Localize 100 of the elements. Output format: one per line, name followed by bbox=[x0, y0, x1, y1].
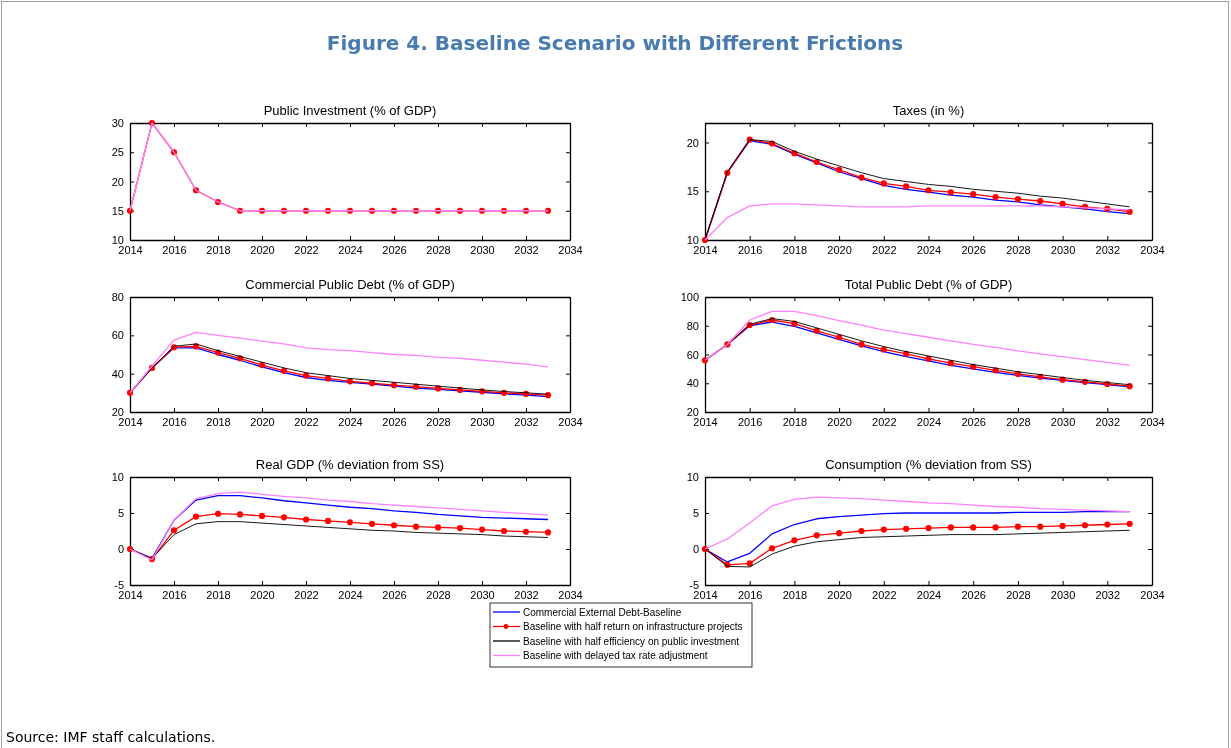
point bbox=[1081, 522, 1089, 529]
x-tick-label: 2018 bbox=[206, 588, 231, 601]
x-tick-label: 2028 bbox=[1006, 415, 1031, 428]
x-tick-label: 2034 bbox=[558, 243, 583, 256]
chart-title: Total Public Debt (% of GDP) bbox=[844, 277, 1013, 292]
x-tick-label: 2016 bbox=[162, 415, 187, 428]
x-tick-label: 2024 bbox=[338, 588, 363, 601]
x-tick-label: 2020 bbox=[250, 243, 275, 256]
x-tick-label: 2026 bbox=[382, 415, 407, 428]
text: Figure 4. Baseline Scenario with Different Frictions bbox=[326, 31, 904, 55]
point bbox=[412, 523, 420, 530]
x-tick-label: 2026 bbox=[961, 588, 986, 601]
point bbox=[280, 367, 288, 374]
x-tick-label: 2020 bbox=[827, 588, 852, 601]
point bbox=[947, 524, 954, 531]
point bbox=[544, 529, 552, 536]
y-tick-label: 15 bbox=[686, 185, 699, 198]
point bbox=[1059, 522, 1066, 530]
chart-title: Public Investment (% of GDP) bbox=[263, 103, 437, 118]
point bbox=[880, 346, 887, 353]
point bbox=[1014, 195, 1021, 203]
point bbox=[500, 527, 508, 535]
x-tick-label: 2034 bbox=[1140, 243, 1165, 256]
x-tick-label: 2030 bbox=[1050, 243, 1076, 256]
y-tick-label: 30 bbox=[111, 117, 124, 130]
point bbox=[836, 334, 843, 341]
x-tick-label: 2020 bbox=[250, 588, 275, 601]
point bbox=[346, 519, 354, 526]
x-tick-label: 2018 bbox=[782, 588, 808, 601]
x-tick-label: 2024 bbox=[338, 415, 363, 428]
point bbox=[456, 525, 464, 532]
legend-label: Baseline with delayed tax rate adjustment bbox=[523, 650, 708, 661]
x-tick-label: 2024 bbox=[338, 243, 363, 256]
x-tick-label: 2016 bbox=[737, 415, 763, 428]
point bbox=[324, 517, 332, 524]
point bbox=[992, 524, 999, 531]
x-tick-label: 2018 bbox=[206, 243, 231, 256]
point bbox=[813, 158, 820, 166]
x-tick-label: 2024 bbox=[916, 588, 942, 601]
point bbox=[858, 527, 865, 535]
x-tick-label: 2028 bbox=[1006, 588, 1031, 601]
x-tick-label: 2026 bbox=[961, 243, 986, 256]
y-tick-label: 60 bbox=[686, 348, 699, 361]
chart-title: Taxes (in %) bbox=[892, 103, 965, 118]
x-tick-label: 2016 bbox=[162, 588, 187, 601]
point bbox=[522, 528, 530, 535]
x-tick-label: 2022 bbox=[294, 415, 319, 428]
y-tick-label: 20 bbox=[686, 136, 699, 149]
point bbox=[791, 537, 798, 544]
point bbox=[192, 513, 200, 520]
point bbox=[258, 361, 266, 369]
point bbox=[1104, 521, 1111, 528]
y-tick-label: 40 bbox=[686, 377, 699, 390]
point bbox=[970, 191, 977, 198]
y-tick-label: 80 bbox=[686, 319, 699, 332]
point bbox=[236, 511, 244, 518]
x-tick-label: 2034 bbox=[1140, 415, 1165, 428]
y-tick-label: 5 bbox=[117, 507, 124, 520]
point bbox=[880, 180, 887, 187]
point bbox=[768, 545, 776, 552]
x-tick-label: 2034 bbox=[558, 588, 583, 601]
x-tick-label: 2028 bbox=[426, 243, 451, 256]
point bbox=[368, 380, 376, 387]
source-note: Source: IMF staff calculations. bbox=[6, 729, 216, 745]
point bbox=[925, 355, 932, 362]
point bbox=[880, 526, 887, 533]
x-tick-label: 2026 bbox=[382, 588, 407, 601]
x-tick-label: 2016 bbox=[737, 243, 763, 256]
point bbox=[947, 189, 954, 196]
point bbox=[1126, 383, 1133, 390]
point bbox=[258, 512, 266, 519]
y-tick-label: 10 bbox=[111, 471, 124, 484]
x-tick-label: 2030 bbox=[470, 588, 495, 601]
point bbox=[1037, 523, 1044, 530]
point bbox=[390, 382, 398, 389]
y-tick-label: 25 bbox=[111, 146, 124, 159]
point bbox=[925, 525, 932, 532]
legend-label: Baseline with half return on infrastructure projects bbox=[523, 621, 743, 632]
point bbox=[302, 516, 310, 523]
point bbox=[478, 526, 486, 533]
y-tick-label: 0 bbox=[692, 543, 699, 556]
x-tick-label: 2018 bbox=[782, 243, 808, 256]
y-tick-label: 10 bbox=[686, 471, 699, 484]
legend-label: Baseline with half efficiency on public investment bbox=[523, 635, 740, 647]
x-tick-label: 2016 bbox=[162, 243, 187, 256]
legend-label: Commercial External Debt-Baseline bbox=[523, 606, 682, 618]
point bbox=[903, 525, 910, 532]
chart-title: Consumption (% deviation from SS) bbox=[825, 457, 1032, 472]
x-tick-label: 2034 bbox=[1140, 588, 1165, 601]
x-tick-label: 2028 bbox=[426, 588, 451, 601]
point bbox=[903, 183, 910, 190]
x-tick-label: 2024 bbox=[916, 415, 942, 428]
x-tick-label: 2020 bbox=[250, 415, 275, 428]
x-tick-label: 2030 bbox=[1050, 415, 1076, 428]
point bbox=[544, 207, 552, 214]
point bbox=[1126, 520, 1133, 527]
point bbox=[170, 527, 178, 534]
x-tick-label: 2022 bbox=[872, 415, 897, 428]
x-tick-label: 2030 bbox=[470, 243, 495, 256]
x-tick-label: 2032 bbox=[1095, 588, 1121, 601]
